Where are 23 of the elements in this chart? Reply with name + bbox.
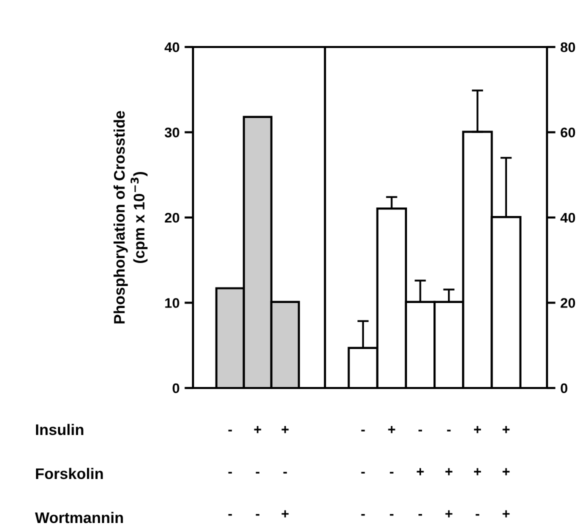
category-label: - + + (445, 430, 452, 518)
y-axis-title: Phosphorylation of Crosstide (cpm x 10$^{−3}$) (114, 111, 148, 324)
text: Insulin (36, 424, 84, 436)
category-label: - + - (416, 430, 424, 516)
y-tick-label: 60 (560, 128, 576, 138)
y-tick-label: 10 (165, 298, 180, 308)
category-label: + - - (254, 426, 262, 516)
y-tick-label: 40 (560, 212, 576, 223)
category-label: - - - (228, 430, 232, 516)
y-tick-label: 80 (560, 42, 576, 52)
text: Forskolin (36, 468, 103, 480)
y-tick-label: 0 (560, 383, 568, 394)
category-label: - - - (361, 430, 365, 516)
category-label: + + + (502, 426, 510, 518)
y-tick-label: 40 (164, 42, 180, 52)
y-tick-label: 30 (164, 128, 180, 138)
category-label: + - - (388, 426, 396, 516)
y-tick-label: 0 (172, 383, 180, 394)
category-label: + + - (474, 426, 481, 516)
category-label: + - + (282, 426, 289, 518)
y-tick-label: 20 (560, 298, 576, 308)
text: Wortmannin (35, 512, 123, 524)
y-tick-label: 20 (164, 212, 180, 223)
